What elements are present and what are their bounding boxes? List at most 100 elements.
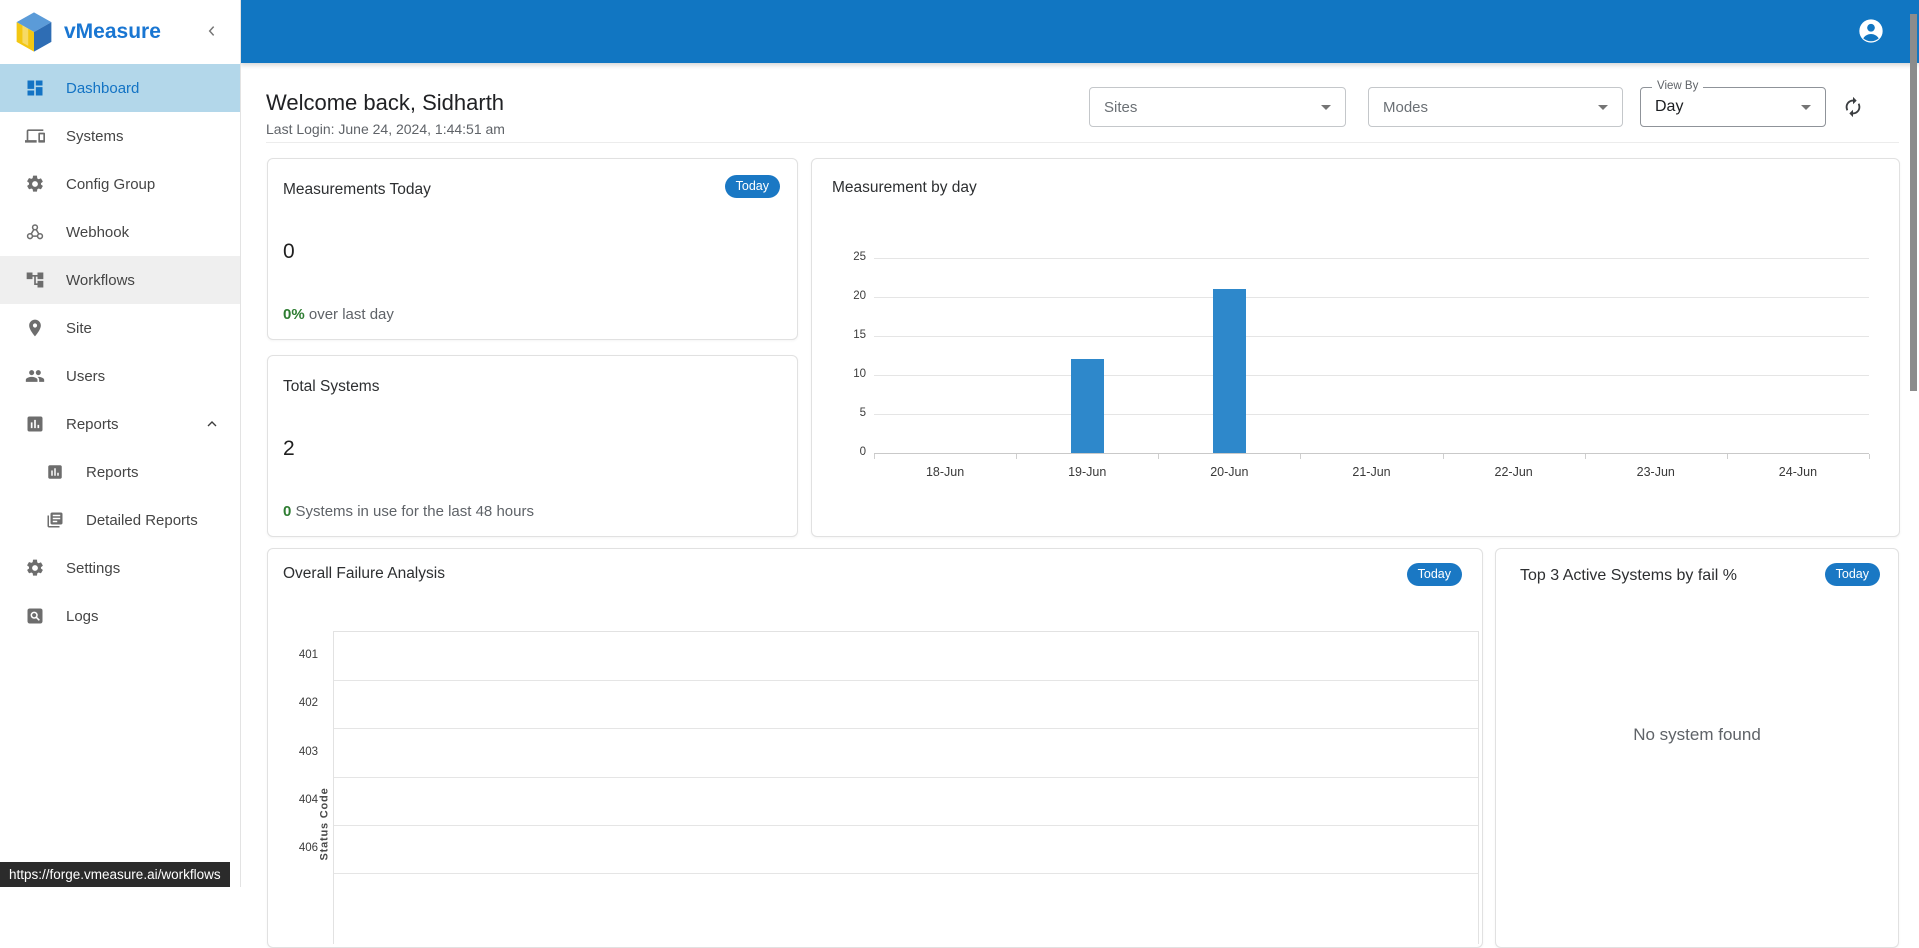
sidebar-item-label: Logs [66, 607, 99, 625]
measurements-today-value: 0 [283, 240, 295, 263]
card-title: Top 3 Active Systems by fail % [1520, 567, 1737, 584]
sidebar-item-workflows[interactable]: Workflows [0, 256, 240, 304]
sidebar-item-label: Systems [66, 127, 124, 145]
users-icon [24, 365, 46, 387]
gridline [334, 728, 1478, 730]
today-badge: Today [724, 175, 780, 198]
status-code-tick-label: 401 [298, 649, 318, 662]
workflows-icon [24, 269, 46, 291]
gridline [334, 776, 1478, 778]
status-code-axis-label: Status Code [318, 787, 331, 861]
sidebar-item-systems[interactable]: Systems [0, 112, 240, 160]
status-code-tick-label: 406 [298, 841, 318, 854]
x-tick-label: 18-Jun [925, 465, 965, 479]
sidebar-item-label: Dashboard [66, 79, 140, 97]
view-by-select[interactable]: Day [1640, 87, 1826, 127]
gridline [334, 824, 1478, 826]
sidebar-item-dashboard[interactable]: Dashboard [0, 64, 240, 112]
gridline [874, 453, 1869, 454]
x-tick-label: 20-Jun [1210, 465, 1249, 479]
sidebar-item-label: Config Group [66, 175, 156, 193]
sidebar-item-settings[interactable]: Settings [0, 544, 240, 592]
overall-failure-card: Overall Failure Analysis Today Status Co… [267, 548, 1483, 948]
y-tick-label: 5 [859, 407, 866, 419]
status-code-tick-label: 404 [298, 793, 318, 806]
reports-icon [44, 461, 66, 483]
chart-title: Measurement by day [832, 179, 977, 196]
measurement-by-day-card: Measurement by day 0 5 10 15 20 25 18-Jun 19-Ju… [811, 158, 1900, 537]
gridline [334, 873, 1478, 874]
total-systems-card: Total Systems 2 0 Systems in use for the… [267, 355, 798, 537]
y-tick-label: 0 [859, 446, 866, 458]
x-axis-tick [1584, 454, 1586, 459]
card-title: Measurements Today [283, 181, 431, 198]
today-badge: Today [1406, 563, 1462, 586]
sidebar-item-label: Users [66, 367, 106, 385]
reports-icon [24, 413, 46, 435]
x-tick-label: 23-Jun [1636, 465, 1675, 479]
sidebar-nav: Dashboard Systems Config Group Webhook [0, 64, 240, 640]
chevron-down-icon [1598, 104, 1608, 110]
status-code-tick-label: 403 [298, 745, 318, 758]
x-axis-tick [874, 454, 875, 459]
sidebar-item-label: Reports [86, 463, 139, 481]
config-group-icon [24, 173, 46, 195]
gridline [874, 258, 1869, 259]
sidebar-item-site[interactable]: Site [0, 304, 240, 352]
header-divider [266, 142, 1899, 143]
gridline [874, 414, 1869, 415]
view-by-label: View By [1652, 80, 1704, 92]
sites-select[interactable]: Sites [1089, 87, 1346, 127]
empty-state-text: No system found [1633, 725, 1761, 744]
top-app-bar [240, 0, 1919, 63]
x-axis-tick [1300, 454, 1302, 459]
x-tick-label: 21-Jun [1352, 465, 1391, 479]
chevron-down-icon [1321, 104, 1331, 110]
collapse-sidebar-icon[interactable] [204, 23, 220, 39]
view-by-select-value: Day [1655, 98, 1684, 115]
measurements-delta-text: 0% over last day [283, 306, 394, 323]
chevron-up-icon [207, 421, 217, 427]
last-login-text: Last Login: June 24, 2024, 1:44:51 am [266, 121, 505, 137]
sidebar-item-users[interactable]: Users [0, 352, 240, 400]
x-tick-label: 19-Jun [1068, 465, 1107, 479]
x-axis-tick [1158, 454, 1160, 459]
measurements-today-card: Measurements Today Today 0 0% over last … [267, 158, 798, 340]
sidebar-item-detailed-reports[interactable]: Detailed Reports [0, 496, 240, 544]
site-pin-icon [24, 317, 46, 339]
vertical-scrollbar-thumb[interactable] [1910, 14, 1917, 391]
sidebar: vMeasure Dashboard Systems Config Group [0, 0, 241, 887]
account-circle-icon[interactable] [1857, 17, 1885, 45]
sidebar-item-label: Workflows [66, 271, 135, 289]
sidebar-item-reports[interactable]: Reports [0, 400, 240, 448]
y-tick-label: 15 [853, 329, 866, 341]
logs-icon [24, 605, 46, 627]
sidebar-item-label: Detailed Reports [86, 511, 198, 529]
x-axis-tick [1726, 454, 1728, 459]
x-axis-tick [1442, 454, 1444, 459]
sidebar-item-label: Reports [66, 415, 119, 433]
y-tick-label: 25 [853, 251, 866, 263]
sidebar-item-reports-sub[interactable]: Reports [0, 448, 240, 496]
gridline [334, 680, 1478, 682]
chart-bar [1070, 359, 1104, 453]
status-code-tick-label: 402 [298, 697, 318, 710]
page-title: Welcome back, Sidharth [266, 90, 505, 115]
vmeasure-logo-icon [16, 11, 52, 52]
dashboard-icon [24, 77, 46, 99]
sidebar-item-logs[interactable]: Logs [0, 592, 240, 640]
sidebar-item-webhook[interactable]: Webhook [0, 208, 240, 256]
y-tick-label: 10 [853, 368, 866, 380]
gridline [874, 297, 1869, 298]
chevron-down-icon [1801, 104, 1811, 110]
sidebar-item-config-group[interactable]: Config Group [0, 160, 240, 208]
app-title: vMeasure [64, 19, 161, 43]
top3-systems-card: Top 3 Active Systems by fail % Today No … [1495, 548, 1899, 948]
gridline [874, 336, 1869, 337]
systems-icon [24, 125, 46, 147]
card-title: Total Systems [283, 378, 380, 395]
failure-analysis-chart: Status Code 401 402 403 404 406 [299, 631, 1479, 944]
refresh-icon[interactable] [1842, 96, 1864, 118]
browser-link-preview: https://forge.vmeasure.ai/workflows [0, 862, 230, 887]
modes-select[interactable]: Modes [1368, 87, 1623, 127]
